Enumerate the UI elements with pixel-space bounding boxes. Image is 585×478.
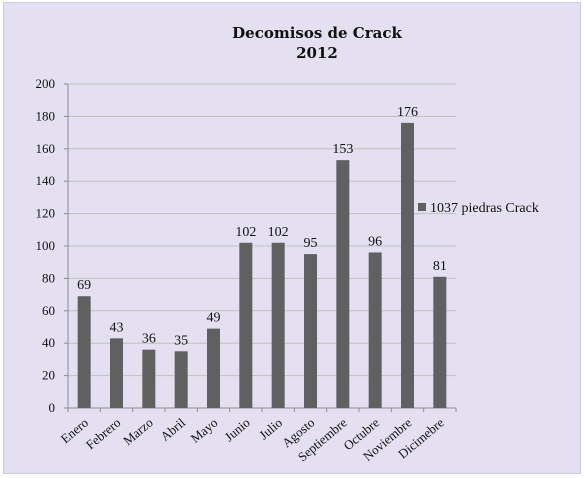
x-tick-label: Mayo <box>188 415 221 446</box>
y-tick-label: 200 <box>36 76 56 91</box>
data-label: 49 <box>207 311 221 326</box>
bar <box>142 349 156 408</box>
y-tick-label: 20 <box>42 368 55 383</box>
data-label: 69 <box>77 278 91 293</box>
data-labels: 69 43 36 35 49 102 102 95 153 96 176 81 <box>77 105 447 348</box>
bar-chart: Decomisos de Crack 2012 0 20 40 60 80 100 120 1… <box>36 24 539 464</box>
y-tick-label: 40 <box>42 335 55 350</box>
data-label: 96 <box>368 234 382 249</box>
y-tick-label: 140 <box>36 173 56 188</box>
y-tick-label: 100 <box>36 238 56 253</box>
x-tick-label: Abril <box>157 415 188 444</box>
data-label: 102 <box>268 225 289 240</box>
x-tick-label: Febrero <box>83 415 124 452</box>
data-label: 95 <box>304 236 318 251</box>
data-label: 102 <box>235 225 256 240</box>
data-label: 43 <box>110 320 124 335</box>
legend: 1037 piedras Crack <box>418 201 539 216</box>
y-tick-label: 0 <box>49 400 56 415</box>
x-tick-label: Marzo <box>120 415 156 448</box>
bar <box>368 252 382 408</box>
bar <box>304 254 317 408</box>
bar <box>433 276 447 408</box>
y-tick-label: 120 <box>36 206 56 221</box>
legend-label: 1037 piedras Crack <box>430 201 539 216</box>
data-label: 81 <box>433 259 447 274</box>
chart-subtitle: 2012 <box>296 44 338 62</box>
y-tick-label: 80 <box>42 270 55 285</box>
data-label: 153 <box>332 142 353 157</box>
data-label: 35 <box>174 333 188 348</box>
bar <box>271 242 285 408</box>
y-tick-label: 160 <box>36 141 56 156</box>
data-label: 176 <box>397 105 418 120</box>
data-label: 36 <box>142 332 156 347</box>
bar <box>77 296 91 408</box>
y-tick-label: 60 <box>42 303 55 318</box>
bar <box>110 338 123 408</box>
chart-title: Decomisos de Crack <box>232 24 402 42</box>
bars <box>77 122 447 408</box>
bar <box>174 351 188 408</box>
bar <box>239 242 253 408</box>
bar <box>207 328 220 408</box>
bar <box>336 160 350 408</box>
gridlines <box>68 83 456 377</box>
x-tick-label: Junio <box>222 415 253 445</box>
legend-swatch <box>418 203 426 211</box>
y-tick-label: 180 <box>36 108 56 123</box>
chart-frame: Decomisos de Crack 2012 0 20 40 60 80 100 120 1… <box>3 2 581 474</box>
bar <box>401 122 414 408</box>
